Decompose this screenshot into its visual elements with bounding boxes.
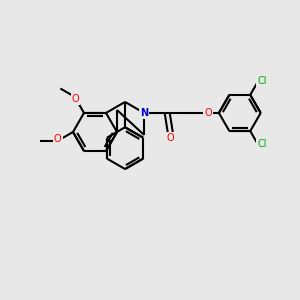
- Text: O: O: [72, 94, 80, 104]
- Text: O: O: [54, 134, 62, 144]
- Text: Cl: Cl: [257, 76, 267, 86]
- Text: O: O: [204, 108, 212, 118]
- Text: O: O: [167, 133, 174, 143]
- Text: N: N: [140, 108, 148, 118]
- Text: Cl: Cl: [257, 140, 267, 149]
